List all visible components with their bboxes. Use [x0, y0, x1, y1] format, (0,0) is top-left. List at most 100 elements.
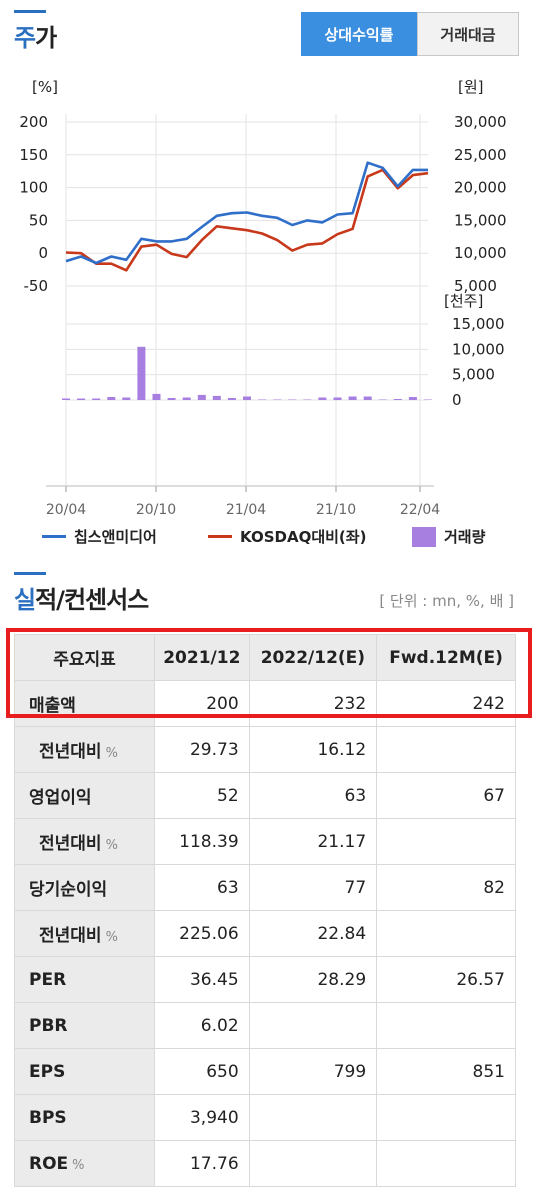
y-tick-label-right: 25,000: [454, 146, 507, 164]
y-tick-label-right: 20,000: [454, 179, 507, 197]
col-header: Fwd.12M(E): [376, 634, 516, 681]
earnings-title-rest: 적/컨센서스: [35, 586, 149, 614]
volume-bar: [167, 398, 176, 400]
table-cell: 29.73: [154, 726, 250, 773]
table-cell: 36.45: [154, 956, 250, 1003]
right-axis-unit: [원]: [458, 78, 484, 96]
units-note: [ 단위 : mn, %, 배 ]: [379, 592, 514, 610]
table-cell: 63: [248, 772, 378, 819]
earnings-table-body: 매출액 200 232 242 전년대비% 29.73 16.12 영업이익 52 63 67 전년대…: [14, 680, 516, 1187]
x-tick-label: 21/04: [226, 502, 266, 518]
row-label: 매출액: [14, 680, 155, 727]
volume-bar: [137, 346, 146, 400]
table-cell: 67: [376, 772, 516, 819]
title-rest: 가: [35, 24, 57, 52]
y-tick-label-right: 15,000: [454, 211, 507, 229]
chart-legend: 칩스앤미디어 KOSDAQ대비(좌) 거래량: [0, 524, 538, 552]
table-cell: [376, 910, 516, 957]
volume-tick-label: 5,000: [452, 366, 495, 384]
table-row: 전년대비% 29.73 16.12: [14, 726, 516, 773]
legend-label-stock: 칩스앤미디어: [74, 528, 157, 546]
volume-bar: [363, 396, 372, 400]
row-label-unit: %: [72, 1157, 85, 1173]
table-cell: [376, 1094, 516, 1141]
y-tick-label-left: 50: [29, 211, 48, 229]
col-header: 2021/12: [154, 634, 250, 681]
row-label: 전년대비%: [14, 818, 155, 865]
table-cell: 242: [376, 680, 516, 727]
y-tick-label-right: 10,000: [454, 244, 507, 262]
toggle-relative-return[interactable]: 상대수익률: [301, 12, 417, 56]
left-axis-unit: [%]: [32, 78, 58, 96]
table-cell: [376, 1002, 516, 1049]
row-label-text: BPS: [29, 1107, 67, 1128]
table-cell: [376, 818, 516, 865]
x-tick-label: 20/10: [136, 502, 176, 518]
table-cell: 232: [248, 680, 378, 727]
table-row: ROE% 17.76: [14, 1140, 516, 1187]
table-row: BPS 3,940: [14, 1094, 516, 1141]
legend-swatch-kosdaq: [208, 535, 232, 538]
table-cell: 200: [154, 680, 250, 727]
table-cell: [376, 726, 516, 773]
volume-bar: [182, 397, 191, 400]
row-label: 영업이익: [14, 772, 155, 819]
section-bar-price: [14, 10, 46, 13]
volume-bar: [303, 399, 312, 400]
table-cell: 63: [154, 864, 250, 911]
volume-axis-unit: [천주]: [444, 292, 483, 310]
volume-bar: [62, 398, 70, 400]
table-row: 전년대비% 118.39 21.17: [14, 818, 516, 865]
row-label: ROE%: [14, 1140, 155, 1187]
row-label: EPS: [14, 1048, 155, 1095]
volume-tick-label: 0: [452, 391, 462, 409]
volume-bar: [152, 393, 161, 400]
y-tick-label-left: 100: [19, 179, 48, 197]
volume-tick-label: 10,000: [452, 340, 505, 358]
row-label-text: EPS: [29, 1061, 66, 1082]
table-cell: 17.76: [154, 1140, 250, 1187]
row-label: PBR: [14, 1002, 155, 1049]
legend-swatch-volume: [412, 526, 436, 547]
row-label-text: 전년대비: [39, 834, 102, 854]
toggle-trade-value[interactable]: 거래대금: [417, 12, 519, 56]
col-header: 2022/12(E): [248, 634, 378, 681]
table-cell: 21.17: [248, 818, 378, 865]
table-cell: 22.84: [248, 910, 378, 957]
volume-bar: [197, 394, 206, 400]
table-header-row: 주요지표 2021/12 2022/12(E) Fwd.12M(E): [14, 634, 516, 681]
table-cell: [248, 1140, 378, 1187]
row-label-text: 매출액: [29, 696, 76, 716]
row-label-unit: %: [105, 838, 118, 853]
table-row: PER 36.45 28.29 26.57: [14, 956, 516, 1003]
volume-bar: [227, 398, 236, 400]
y-tick-label-left: 0: [38, 244, 48, 262]
legend-swatch-stock: [42, 535, 66, 538]
volume-bar: [318, 397, 327, 400]
earnings-table: 주요지표 2021/12 2022/12(E) Fwd.12M(E) 매출액 20…: [14, 634, 516, 1187]
table-cell: 650: [154, 1048, 250, 1095]
volume-bar: [424, 399, 432, 400]
table-cell: 26.57: [376, 956, 516, 1003]
table-cell: 3,940: [154, 1094, 250, 1141]
legend-label-volume: 거래량: [444, 528, 486, 546]
table-cell: 52: [154, 772, 250, 819]
legend-label-kosdaq: KOSDAQ대비(좌): [240, 528, 367, 546]
volume-bar: [243, 396, 251, 400]
earnings-title: 실적/컨센서스: [14, 580, 149, 615]
table-row: 영업이익 52 63 67: [14, 772, 516, 819]
price-chart-svg: 200 30,000 150 25,000 100 20,000 50 15,000 0 10,0…: [19, 78, 507, 518]
y-tick-label-left: -50: [24, 277, 49, 295]
legend-item-kosdaq: KOSDAQ대비(좌): [208, 526, 366, 547]
row-label-text: PBR: [29, 1015, 68, 1036]
row-label: 당기순이익: [14, 864, 155, 911]
row-label-text: 전년대비: [39, 926, 102, 946]
volume-bar: [258, 399, 267, 400]
row-label: 전년대비%: [14, 726, 155, 773]
series-line: [65, 161, 428, 265]
y-tick-label-left: 200: [19, 113, 48, 131]
table-cell: 799: [248, 1048, 378, 1095]
table-cell: 225.06: [154, 910, 250, 957]
table-cell: 118.39: [154, 818, 250, 865]
volume-bar: [77, 398, 86, 400]
